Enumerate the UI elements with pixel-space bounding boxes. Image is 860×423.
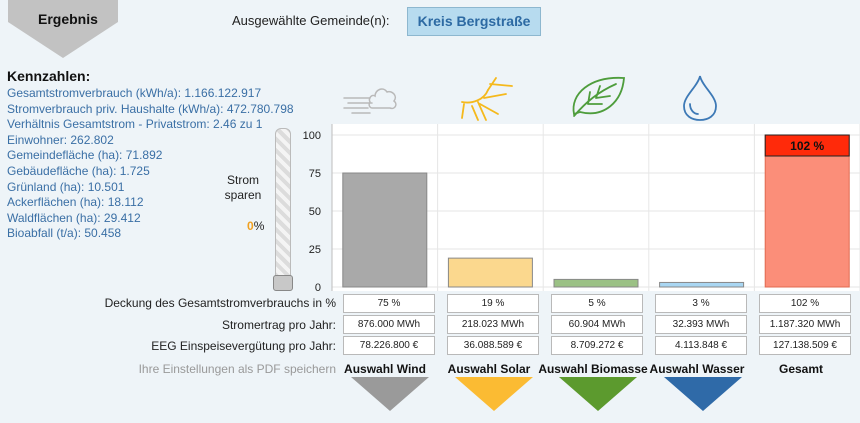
auswahl-biomasse-button[interactable] [559, 377, 637, 411]
kennzahlen-title: Kennzahlen: [7, 68, 91, 84]
auswahl-wind-label[interactable]: Auswahl Wind [344, 362, 426, 376]
strom-label-line2: sparen [224, 188, 262, 202]
auswahl-wasser-button[interactable] [664, 377, 742, 411]
kennzahl-item: Verhältnis Gesamtstrom - Privatstrom: 2.… [7, 117, 263, 132]
cell-deckung-biomasse: 5 % [551, 294, 643, 313]
y-tick-label: 75 [309, 168, 321, 180]
auswahl-solar-label[interactable]: Auswahl Solar [447, 362, 531, 376]
bar-biomasse [553, 278, 639, 288]
bar-wasser [659, 281, 745, 288]
cell-eeg-wasser: 4.113.848 € [655, 336, 747, 355]
pdf-save-link[interactable]: Ihre Einstellungen als PDF speichern [138, 362, 336, 376]
cell-deckung-gesamt: 102 % [759, 294, 851, 313]
auswahl-biomasse-label[interactable]: Auswahl Biomasse [538, 362, 648, 376]
y-tick-label: 50 [309, 206, 321, 218]
y-tick-label: 0 [315, 282, 321, 294]
row-label-deckung: Deckung des Gesamtstromverbrauchs in % [104, 296, 336, 310]
y-tick-label: 25 [309, 244, 321, 256]
kennzahl-item: Einwohner: 262.802 [7, 132, 114, 147]
kennzahl-item: Gemeindefläche (ha): 71.892 [7, 148, 163, 163]
kennzahl-item: Waldflächen (ha): 29.412 [7, 210, 141, 225]
strom-sparen-slider-track[interactable] [275, 128, 291, 290]
cell-ertrag-gesamt: 1.187.320 MWh [759, 315, 851, 334]
kennzahl-item: Gesamtstromverbrauch (kWh/a): 1.166.122.… [7, 86, 262, 100]
cell-ertrag-solar: 218.023 MWh [447, 315, 539, 334]
cell-deckung-wasser: 3 % [655, 294, 747, 313]
y-tick-label: 100 [303, 130, 321, 142]
water-drop-icon [683, 75, 717, 121]
kennzahlen-list: Gesamtstromverbrauch (kWh/a): 1.166.122.… [7, 86, 294, 242]
cell-ertrag-wasser: 32.393 MWh [655, 315, 747, 334]
cell-deckung-wind: 75 % [343, 294, 435, 313]
cell-eeg-wind: 78.226.800 € [343, 336, 435, 355]
kennzahl-item: Bioabfall (t/a): 50.458 [7, 226, 122, 241]
row-label-eeg: EEG Einspeisevergütung pro Jahr: [151, 339, 336, 353]
sparen-unit: % [253, 219, 265, 233]
bar-solar [447, 257, 533, 288]
cell-eeg-biomasse: 8.709.272 € [551, 336, 643, 355]
sparen-value: 0 [247, 219, 254, 233]
bar-wind [342, 172, 428, 288]
sun-icon [461, 77, 513, 121]
deckung-bar-chart: 0 25 50 75 100 102 % [303, 124, 860, 294]
auswahl-wasser-label[interactable]: Auswahl Wasser [649, 362, 745, 376]
cell-ertrag-biomasse: 60.904 MWh [551, 315, 643, 334]
auswahl-wind-button[interactable] [351, 377, 429, 411]
cell-ertrag-wind: 876.000 MWh [343, 315, 435, 334]
kennzahl-item: Stromverbrauch priv. Haushalte (kWh/a): … [7, 101, 294, 116]
gemeinde-selection[interactable]: Kreis Bergstraße [407, 7, 541, 36]
cell-eeg-gesamt: 127.138.509 € [759, 336, 851, 355]
strom-label-line1: Strom [226, 173, 259, 187]
strom-sparen-label: Strom sparen [220, 173, 266, 203]
cell-deckung-solar: 19 % [447, 294, 539, 313]
gesamt-label: Gesamt [778, 362, 824, 376]
auswahl-solar-button[interactable] [455, 377, 533, 411]
kennzahl-item: Grünland (ha): 10.501 [7, 179, 125, 194]
bar-gesamt-label: 102 % [790, 139, 824, 153]
ergebnis-tab-arrow [8, 0, 118, 58]
gemeinde-label: Ausgewählte Gemeinde(n): [232, 13, 390, 28]
kennzahl-item: Gebäudefläche (ha): 1.725 [7, 163, 150, 178]
wind-icon [343, 88, 397, 114]
cell-eeg-solar: 36.088.589 € [447, 336, 539, 355]
bar-gesamt [764, 134, 850, 288]
bar-gesamt-overflow-cap [764, 134, 850, 157]
leaf-icon [572, 77, 625, 117]
ergebnis-title: Ergebnis [38, 11, 98, 27]
strom-sparen-slider-handle[interactable] [273, 275, 293, 291]
row-label-stromertrag: Stromertrag pro Jahr: [221, 318, 336, 332]
kennzahl-item: Ackerflächen (ha): 18.112 [7, 195, 144, 210]
sparen-percent: 0% [247, 219, 264, 233]
